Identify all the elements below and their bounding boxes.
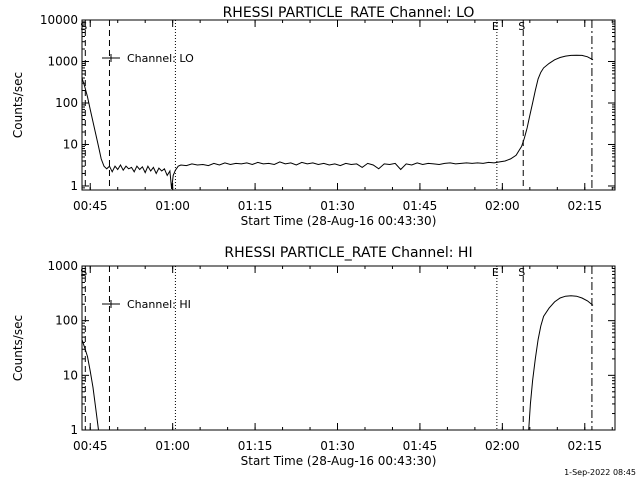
panel2-x-tick-label: 01:15 [238, 439, 273, 453]
panel2-series-line-2 [528, 295, 594, 431]
panel2-marker-label: S [518, 266, 525, 279]
panel2-x-tick-label: 02:15 [567, 439, 602, 453]
panel2-marker-label: S [80, 266, 87, 279]
panel2-x-tick-label: 01:00 [155, 439, 190, 453]
panel2-y-axis-label: Counts/sec [11, 315, 25, 381]
panel1-x-tick-label: 01:00 [155, 199, 190, 213]
panel2-x-tick-label: 01:45 [403, 439, 438, 453]
panel1-x-axis-label: Start Time (28-Aug-16 00:43:30) [241, 214, 437, 228]
panel1-plot-frame [81, 19, 616, 191]
panel1-y-tick-label: 10000 [40, 13, 78, 27]
panel1-x-tick-label: 01:45 [403, 199, 438, 213]
panel2-title: RHESSI PARTICLE_RATE Channel: HI [224, 245, 472, 261]
panel1-legend-label: Channel: LO [127, 52, 194, 65]
panel1-x-tick-label: 00:45 [73, 199, 108, 213]
panel2-marker-label: E [492, 266, 499, 279]
panel2-x-tick-label: 02:00 [485, 439, 520, 453]
panel1-x-tick-label: 02:15 [567, 199, 602, 213]
panel1-marker-label: S [518, 20, 525, 33]
panel2-x-tick-label: 01:30 [320, 439, 355, 453]
panel2-x-axis-label: Start Time (28-Aug-16 00:43:30) [241, 454, 437, 468]
panel1-y-tick-label: 100 [55, 96, 78, 110]
panel1-y-tick-label: 1 [70, 179, 78, 193]
panel1-x-tick-label: 01:15 [238, 199, 273, 213]
timestamp: 1-Sep-2022 08:45 [564, 468, 636, 477]
panel1-marker-label: E [492, 20, 499, 33]
panel1-y-tick-label: 10 [63, 137, 78, 151]
panel2-y-tick-label: 1 [70, 423, 78, 437]
panel1-x-tick-label: 02:00 [485, 199, 520, 213]
panel2-y-tick-label: 1000 [47, 259, 78, 273]
panel1-title: RHESSI PARTICLE_RATE Channel: LO [223, 5, 475, 21]
panel1-y-axis-label: Counts/sec [11, 72, 25, 138]
panel1-marker-label: S [80, 20, 87, 33]
panel1-series-line-1 [81, 54, 594, 189]
panel2-plot-frame [81, 265, 616, 431]
panel1-y-tick-label: 1000 [47, 54, 78, 68]
panel2-series-line-1 [81, 339, 99, 431]
panel2-y-tick-label: 100 [55, 314, 78, 328]
panel1-x-tick-label: 01:30 [320, 199, 355, 213]
panel2-x-tick-label: 00:45 [73, 439, 108, 453]
panel2-y-tick-label: 10 [63, 368, 78, 382]
panel2-legend-label: Channel: HI [127, 298, 191, 311]
